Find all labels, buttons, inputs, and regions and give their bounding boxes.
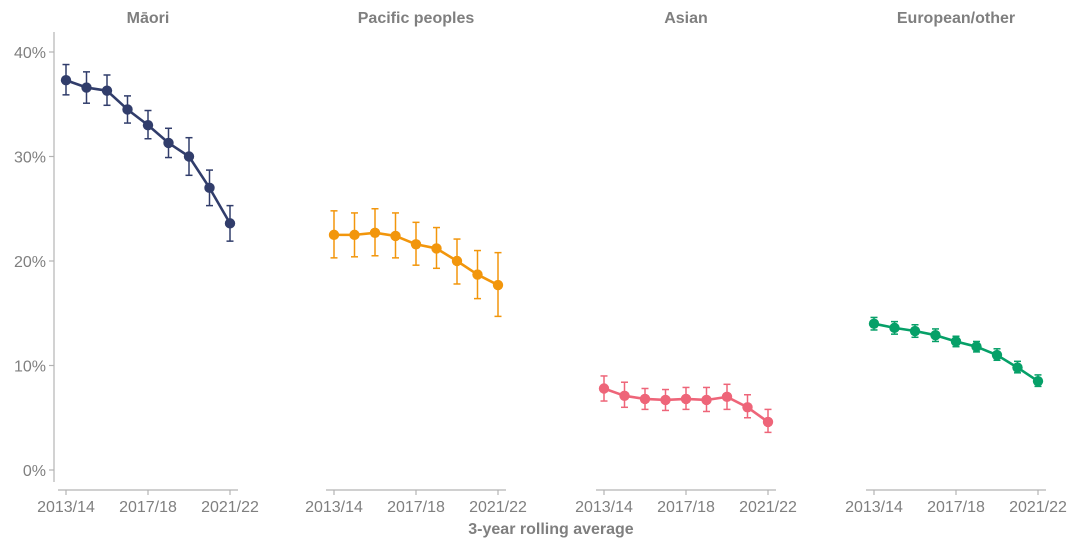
data-point bbox=[101, 85, 113, 96]
data-point bbox=[639, 393, 651, 405]
data-point bbox=[224, 218, 236, 229]
x-tick-label: 2021/22 bbox=[1009, 499, 1067, 516]
x-tick-label: 2017/18 bbox=[927, 499, 985, 516]
y-tick-label: 0% bbox=[23, 463, 46, 480]
data-point bbox=[598, 383, 610, 394]
data-point bbox=[492, 279, 504, 291]
data-point bbox=[451, 255, 463, 267]
data-point bbox=[680, 393, 692, 405]
data-point bbox=[142, 119, 154, 131]
y-tick-label: 40% bbox=[14, 45, 46, 62]
data-point bbox=[742, 402, 753, 413]
data-point bbox=[81, 82, 92, 93]
data-point bbox=[122, 104, 133, 115]
panel-title: Pacific peoples bbox=[358, 10, 475, 27]
data-point bbox=[204, 182, 215, 194]
data-point bbox=[328, 229, 340, 241]
x-tick-label: 2013/14 bbox=[575, 499, 633, 516]
x-tick-label: 2013/14 bbox=[845, 499, 903, 516]
y-tick-label: 30% bbox=[14, 150, 46, 167]
y-axis: 0% 10% 20% 30% 40% bbox=[14, 32, 55, 482]
x-tick-label: 2017/18 bbox=[119, 499, 177, 516]
x-tick-label: 2013/14 bbox=[37, 499, 95, 516]
data-point bbox=[660, 394, 671, 406]
data-point bbox=[930, 329, 941, 341]
x-tick-label: 2021/22 bbox=[201, 499, 259, 516]
data-point bbox=[701, 394, 712, 406]
data-point bbox=[472, 269, 483, 280]
series-line bbox=[873, 322, 1039, 383]
panel-european-other: European/other 2013/14 2017/18 2021/22 bbox=[845, 10, 1067, 516]
x-tick-label: 2021/22 bbox=[469, 499, 527, 516]
data-point bbox=[163, 137, 174, 149]
panel-title: Māori bbox=[127, 10, 170, 27]
data-point bbox=[619, 390, 630, 402]
data-point bbox=[349, 229, 360, 241]
data-point bbox=[1032, 375, 1044, 387]
panel-pacific-peoples: Pacific peoples 2013/14 2017/18 2021/22 bbox=[305, 10, 527, 516]
x-tick-label: 2021/22 bbox=[739, 499, 797, 516]
data-point bbox=[991, 349, 1003, 361]
data-point bbox=[431, 243, 442, 254]
panel-m-ori: Māori 2013/14 2017/18 2021/22 bbox=[37, 10, 259, 516]
data-point bbox=[889, 322, 900, 334]
x-tick-label: 2013/14 bbox=[305, 499, 363, 516]
data-point bbox=[971, 341, 982, 352]
data-point bbox=[183, 151, 195, 162]
data-point bbox=[721, 391, 733, 403]
data-point bbox=[909, 325, 921, 337]
panel-asian: Asian 2013/14 2017/18 2021/22 bbox=[575, 10, 797, 516]
data-point bbox=[868, 318, 880, 329]
y-tick-label: 10% bbox=[14, 359, 46, 376]
data-point bbox=[950, 336, 962, 347]
x-axis-title: 3-year rolling average bbox=[468, 521, 634, 538]
y-tick-label: 20% bbox=[14, 254, 46, 271]
panel-title: European/other bbox=[897, 10, 1015, 27]
x-tick-label: 2017/18 bbox=[387, 499, 445, 516]
x-tick-label: 2017/18 bbox=[657, 499, 715, 516]
data-point bbox=[762, 416, 774, 428]
data-point bbox=[60, 75, 72, 86]
data-point bbox=[390, 230, 401, 242]
data-point bbox=[1012, 362, 1023, 373]
data-point bbox=[410, 239, 422, 250]
series-line bbox=[65, 78, 232, 225]
panel-title: Asian bbox=[664, 10, 708, 27]
data-point bbox=[369, 227, 381, 238]
